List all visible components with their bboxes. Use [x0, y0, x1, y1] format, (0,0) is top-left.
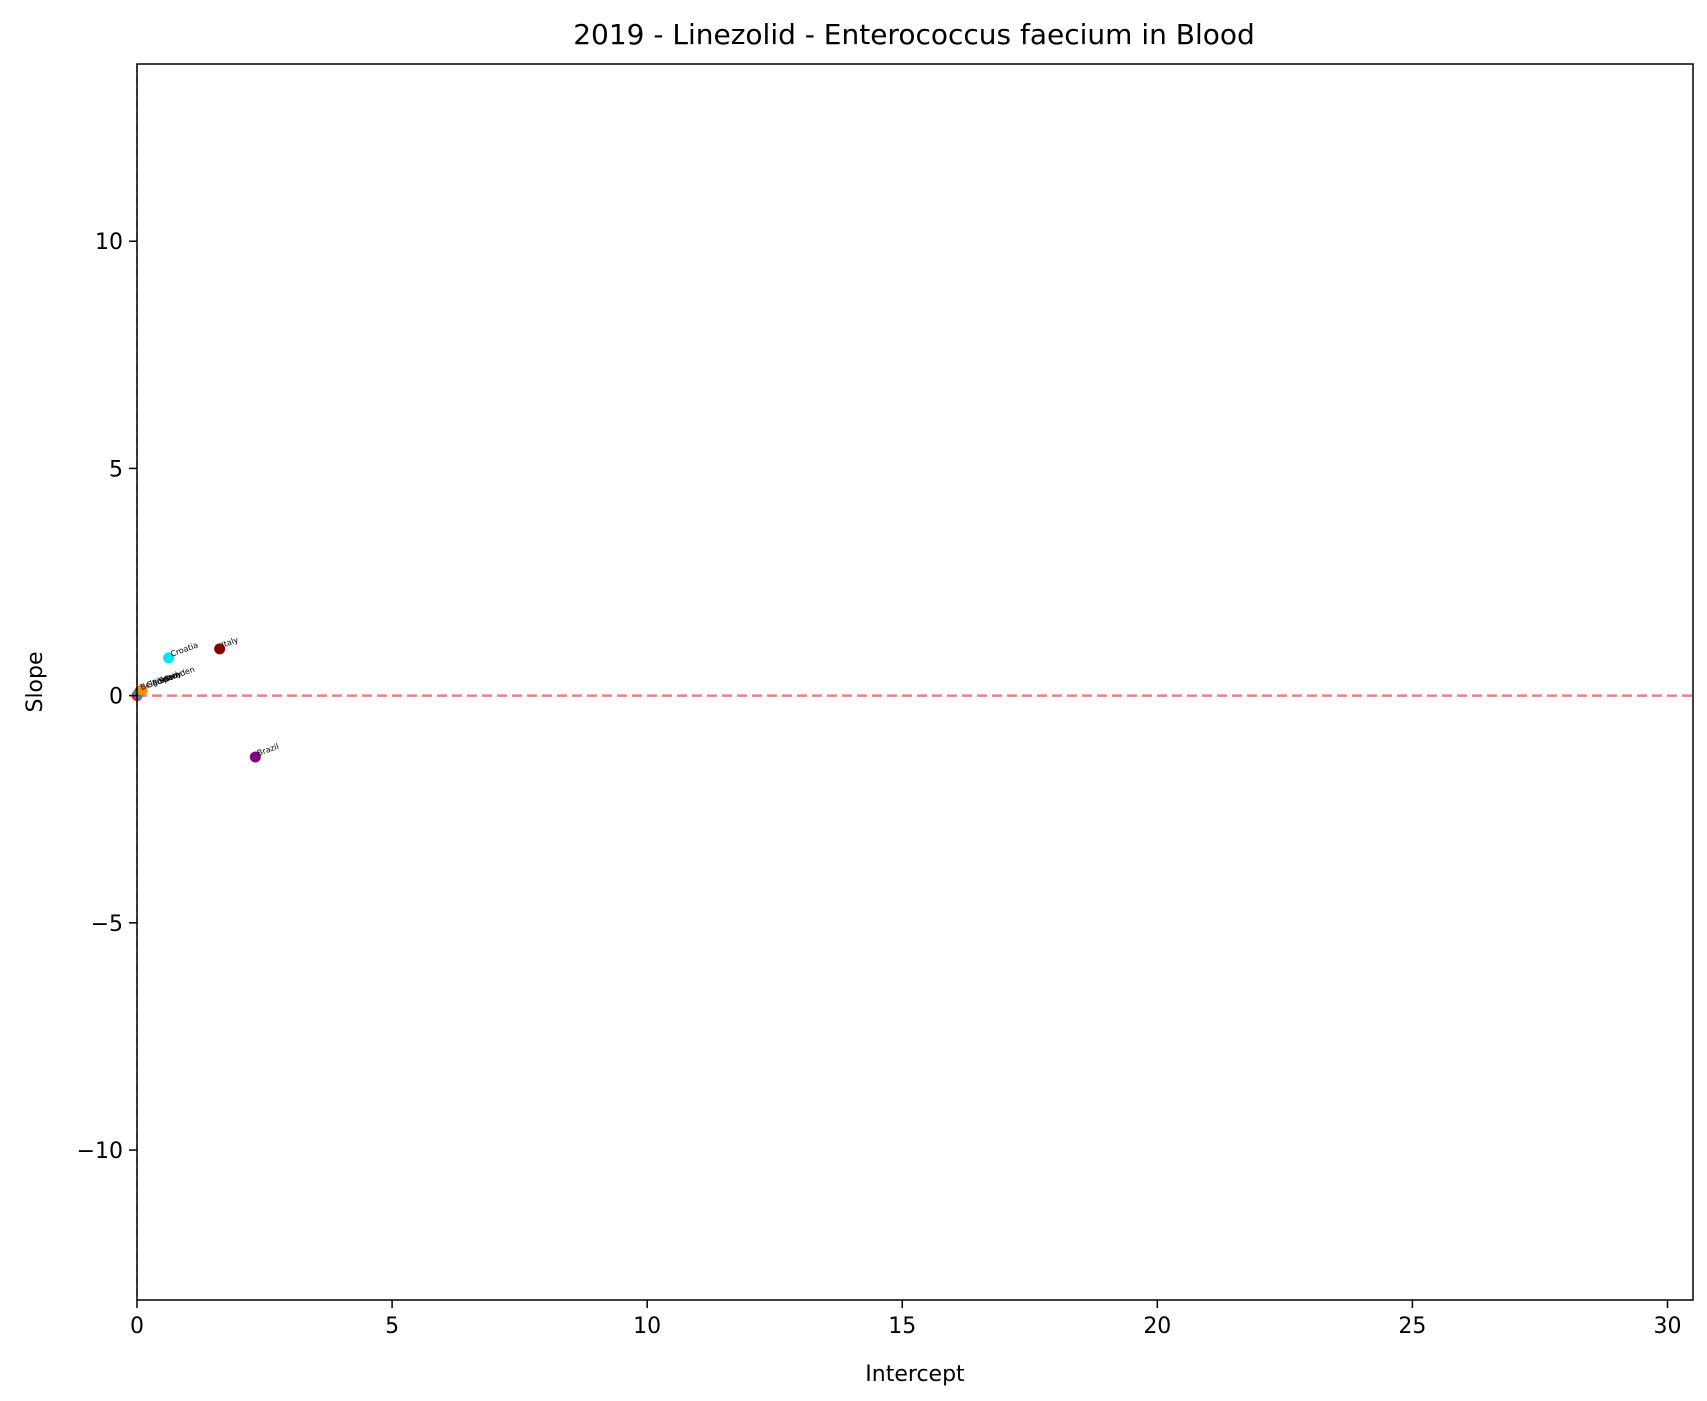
- data-point-6: [136, 684, 148, 696]
- x-axis-title: Intercept: [865, 1362, 965, 1387]
- y-tick-label: 5: [109, 457, 123, 482]
- data-point-italy: [214, 643, 226, 655]
- data-point-brazil: [249, 751, 261, 763]
- x-tick-label: 5: [385, 1314, 399, 1339]
- x-tick-label: 25: [1398, 1314, 1426, 1339]
- y-tick-label: 0: [109, 685, 123, 710]
- y-tick-label: −5: [91, 912, 123, 937]
- x-tick-label: 0: [130, 1314, 144, 1339]
- chart-title: 2019 - Linezolid - Enterococcus faecium …: [573, 18, 1255, 51]
- x-tick-label: 15: [888, 1314, 916, 1339]
- y-axis-title: Slope: [23, 651, 48, 712]
- y-tick-label: 10: [95, 230, 123, 255]
- y-tick-label: −10: [77, 1139, 123, 1164]
- y-axis-ticks: −10 −5 0 5 10: [77, 230, 137, 1164]
- x-tick-label: 20: [1143, 1314, 1171, 1339]
- x-tick-label: 10: [633, 1314, 661, 1339]
- plot-frame: [136, 63, 1694, 1301]
- x-tick-label: 30: [1653, 1314, 1681, 1339]
- data-point-croatia: [163, 652, 175, 664]
- x-axis-ticks: 0 5 10 15 20 25 30: [130, 1300, 1681, 1339]
